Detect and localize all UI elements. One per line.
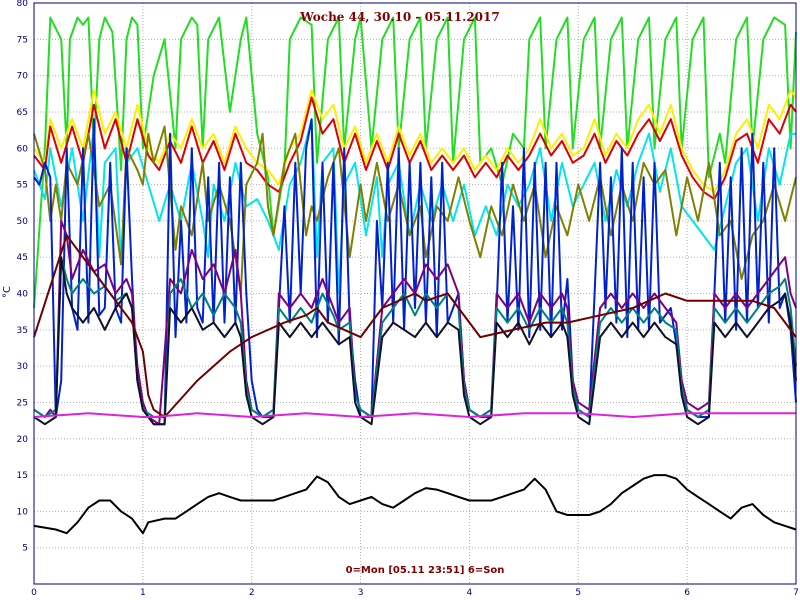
x-tick-label: 6 [684, 588, 690, 598]
y-tick-label: 80 [17, 0, 29, 9]
y-axis-label: °C [2, 286, 13, 298]
x-tick-label: 7 [793, 588, 799, 598]
y-tick-label: 55 [17, 181, 28, 191]
x-tick-label: 5 [575, 588, 581, 598]
series-line-10 [33, 412, 796, 418]
series-line-8 [33, 256, 797, 426]
y-tick-label: 45 [17, 253, 28, 263]
plot-frame [33, 2, 797, 585]
y-tick-label: 50 [17, 217, 29, 227]
series-line-11 [33, 474, 797, 535]
series-line-6 [33, 219, 797, 426]
y-tick-label: 5 [22, 544, 28, 554]
y-tick-label: 20 [17, 435, 29, 445]
series-line-7 [33, 256, 797, 418]
y-tick-label: 60 [17, 144, 29, 154]
y-tick-label: 65 [17, 108, 28, 118]
chart-footer: 0=Mon [05.11 23:51] 6=Son [346, 565, 505, 576]
series-lines [33, 16, 797, 535]
chart-title: Woche 44, 30.10 - 05.11.2017 [299, 10, 499, 24]
x-tick-labels: 0 1 2 3 4 5 6 7 [31, 588, 799, 598]
series-line-1 [33, 89, 797, 193]
series-line-2 [33, 96, 797, 201]
y-tick-label: 10 [17, 507, 29, 517]
x-tick-label: 0 [31, 588, 37, 598]
x-tick-label: 4 [467, 588, 473, 598]
series-line-4 [33, 125, 797, 295]
series-line-0 [33, 16, 797, 309]
y-tick-label: 70 [17, 72, 29, 82]
y-tick-label: 25 [17, 398, 28, 408]
y-tick-label: 15 [17, 471, 28, 481]
x-tick-label: 1 [140, 588, 146, 598]
y-tick-label: 30 [17, 362, 29, 372]
y-tick-label: 35 [17, 326, 28, 336]
y-tick-label: 75 [17, 35, 28, 45]
y-tick-labels: 5 10 15 20 25 30 35 40 45 50 55 60 65 70 75 80 [17, 0, 29, 554]
x-tick-label: 2 [249, 588, 255, 598]
series-line-9 [33, 234, 797, 418]
y-tick-label: 40 [17, 290, 29, 300]
x-tick-label: 3 [358, 588, 364, 598]
